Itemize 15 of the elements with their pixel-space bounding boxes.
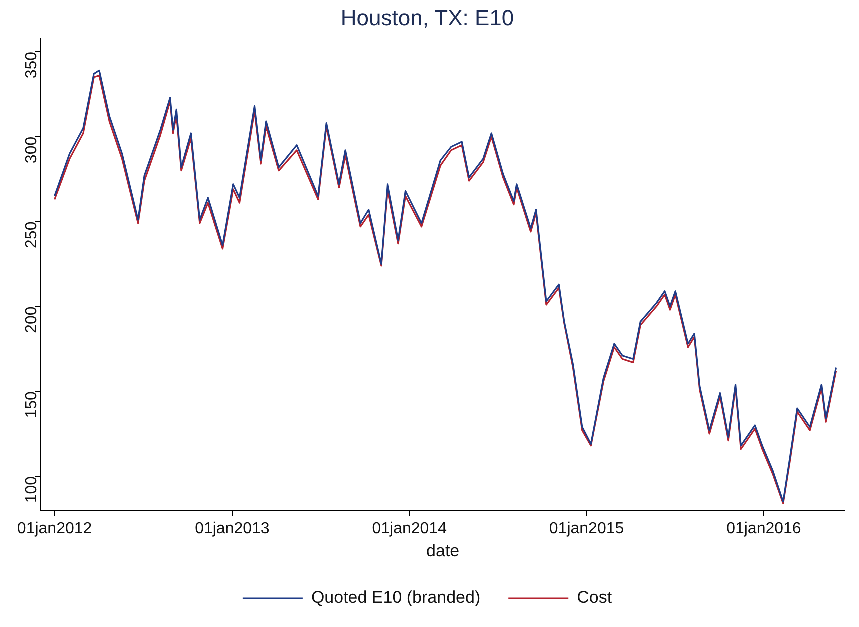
y-tick-label: 250 <box>24 222 41 248</box>
x-tick-label: 01jan2016 <box>726 520 802 538</box>
y-tick-label: 350 <box>24 52 41 79</box>
x-tick-label: 01jan2013 <box>195 520 270 538</box>
legend-label: Cost <box>577 588 612 608</box>
x-tick-label: 01jan2015 <box>549 520 624 538</box>
y-tick-label: 100 <box>24 476 41 504</box>
y-tick-label: 200 <box>24 306 41 334</box>
chart-title: Houston, TX: E10 <box>340 5 514 30</box>
y-tick-label: 150 <box>24 391 41 418</box>
y-tick-label: 300 <box>24 136 41 164</box>
legend-label: Quoted E10 (branded) <box>311 588 481 608</box>
x-tick-label: 01jan2012 <box>17 520 92 538</box>
x-axis-title: date <box>426 541 460 560</box>
x-tick-label: 01jan2014 <box>372 520 448 538</box>
